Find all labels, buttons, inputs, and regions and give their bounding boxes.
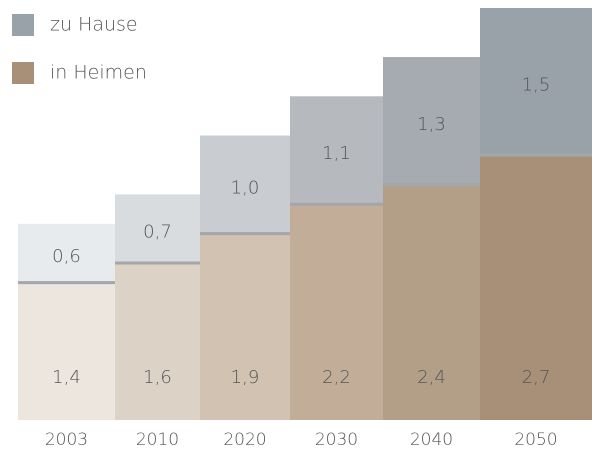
value-label: 2,2 <box>322 367 351 388</box>
bar-segment <box>18 223 115 283</box>
bar-segment <box>383 57 480 185</box>
value-label: 1,5 <box>522 75 551 96</box>
bar-segment <box>480 8 592 156</box>
x-tick-label: 2020 <box>223 430 266 450</box>
bar-segment <box>290 204 383 420</box>
bar-segment <box>383 184 480 420</box>
value-label: 1,4 <box>52 367 81 388</box>
value-label: 1,9 <box>231 367 260 388</box>
bar-segment <box>200 135 290 234</box>
bar-segment <box>200 233 290 420</box>
value-label: 0,7 <box>143 222 172 243</box>
bar-segment <box>480 155 592 420</box>
value-label: 1,3 <box>417 114 446 135</box>
legend-swatch <box>12 14 34 36</box>
legend-label: in Heimen <box>50 62 147 84</box>
value-label: 0,6 <box>52 246 81 267</box>
x-tick-label: 2003 <box>45 430 88 450</box>
value-label: 1,1 <box>322 143 351 164</box>
x-tick-label: 2040 <box>410 430 453 450</box>
value-label: 2,4 <box>417 367 446 388</box>
legend-label: zu Hause <box>50 14 138 36</box>
x-tick-label: 2030 <box>315 430 358 450</box>
value-label: 1,6 <box>143 367 172 388</box>
bar-segment <box>115 194 200 264</box>
value-label: 2,7 <box>522 367 551 388</box>
x-tick-label: 2010 <box>136 430 179 450</box>
x-tick-label: 2050 <box>514 430 557 450</box>
value-label: 1,0 <box>231 178 260 199</box>
legend-swatch <box>12 62 34 84</box>
bar-segment <box>290 96 383 205</box>
bar-segment <box>18 282 115 420</box>
bar-segment <box>115 263 200 420</box>
